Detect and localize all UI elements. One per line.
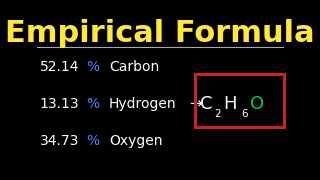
Text: C: C bbox=[200, 95, 213, 113]
Text: %: % bbox=[86, 134, 99, 148]
Text: 52.14: 52.14 bbox=[40, 60, 79, 74]
Text: 34.73: 34.73 bbox=[40, 134, 79, 148]
Text: O: O bbox=[250, 95, 264, 113]
Text: 2: 2 bbox=[214, 109, 221, 119]
Text: 6: 6 bbox=[241, 109, 248, 119]
Text: 13.13: 13.13 bbox=[40, 97, 79, 111]
Text: →: → bbox=[189, 97, 202, 112]
Text: H: H bbox=[223, 95, 237, 113]
Text: %: % bbox=[86, 60, 99, 74]
Text: %: % bbox=[86, 97, 99, 111]
Text: Carbon: Carbon bbox=[109, 60, 159, 74]
Text: Hydrogen: Hydrogen bbox=[109, 97, 177, 111]
Text: Empirical Formula: Empirical Formula bbox=[5, 19, 315, 48]
Text: Oxygen: Oxygen bbox=[109, 134, 162, 148]
